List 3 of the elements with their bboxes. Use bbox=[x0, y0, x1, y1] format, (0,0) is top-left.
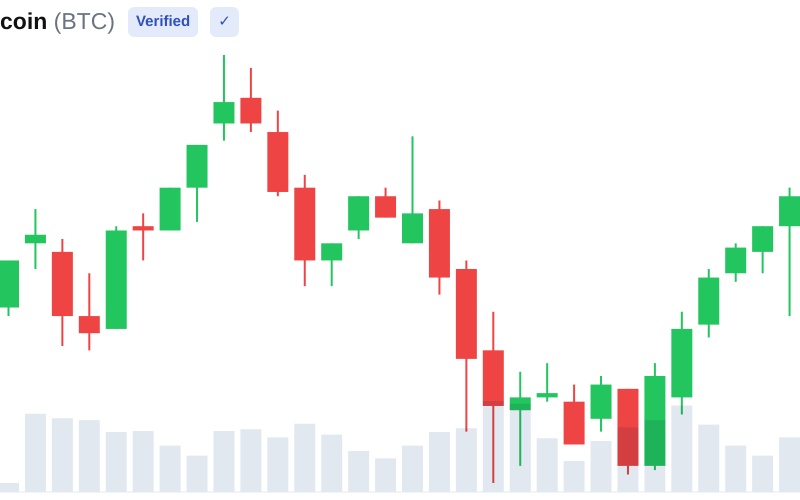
badge: Verified bbox=[128, 7, 198, 37]
badge: ✓ bbox=[210, 7, 239, 37]
chart-title: coin (BTC) bbox=[0, 8, 115, 34]
